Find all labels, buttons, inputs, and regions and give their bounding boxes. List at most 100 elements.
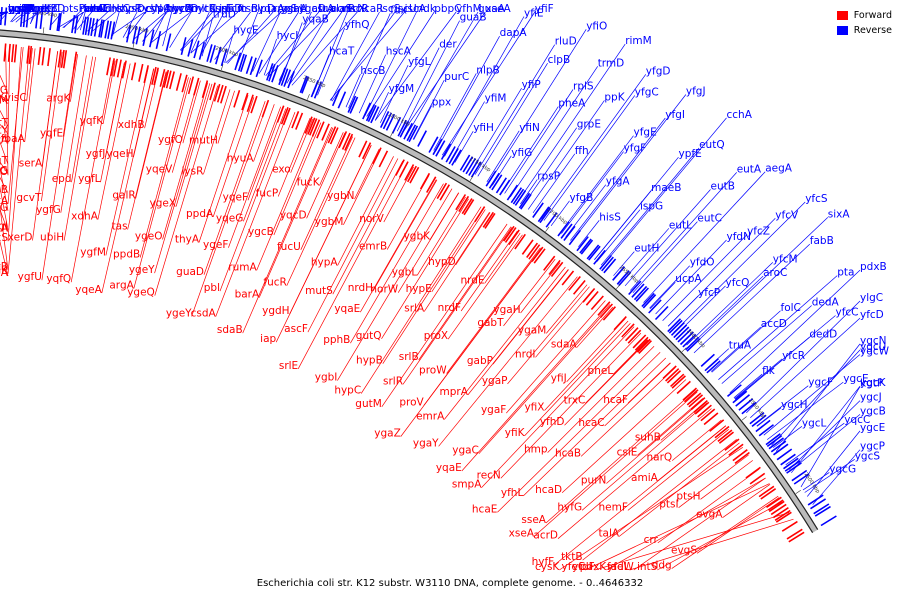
forward-gene-label[interactable]: visC [5,92,27,104]
forward-gene-label[interactable]: yfiX [524,402,544,414]
forward-gene-label[interactable]: yqgA [0,267,9,279]
reverse-gene-label[interactable]: rimM [625,35,652,47]
reverse-gene-label[interactable]: mltA [80,3,105,15]
forward-gene-label[interactable]: yfeC [561,561,585,573]
reverse-gene-label[interactable]: ispD [219,3,242,15]
reverse-gene-label[interactable]: yfcM [773,253,798,265]
reverse-gene-label[interactable]: hycB [166,3,192,15]
forward-gene-label[interactable]: ygdH [262,305,289,317]
reverse-gene-label[interactable]: yfiP [522,79,541,91]
reverse-gene-label[interactable]: nudH [92,3,120,15]
reverse-gene-label[interactable]: truD [213,9,236,21]
forward-gene-label[interactable]: fadL [607,561,630,573]
legend-reverse[interactable]: Reverse [836,23,892,38]
reverse-gene-label[interactable]: ygfT [8,3,32,15]
forward-gene-label[interactable]: hcaE [472,503,498,515]
reverse-gene-label[interactable]: ygfA [8,3,33,15]
reverse-gene-label[interactable]: yfcV [775,209,799,221]
forward-gene-label[interactable]: mutY [0,125,9,137]
reverse-gene-label[interactable]: trmD [598,57,625,69]
forward-gene-label[interactable]: ygeQ [127,287,155,299]
forward-gene-label[interactable]: narQ [647,452,673,464]
reverse-gene-label[interactable]: ygcJ [860,392,882,404]
forward-gene-label[interactable]: epd [52,173,72,185]
reverse-gene-label[interactable]: yfgC [635,86,659,98]
forward-gene-label[interactable]: yqaE [334,303,360,315]
forward-gene-label[interactable]: cysK [535,561,560,573]
forward-gene-label[interactable]: pheL [588,365,614,377]
reverse-gene-label[interactable]: ppx [432,97,452,109]
forward-gene-label[interactable]: yqaE [436,462,462,474]
forward-gene-label[interactable]: serA [19,157,43,169]
reverse-gene-label[interactable]: hycG [166,3,193,15]
forward-gene-label[interactable]: ygaC [452,445,479,457]
forward-gene-label[interactable]: yliK [0,265,9,277]
forward-gene-label[interactable]: yfhD [540,416,565,428]
forward-gene-label[interactable]: guaD [176,266,204,278]
reverse-gene-label[interactable]: ygcH [781,399,808,411]
reverse-gene-label[interactable]: yfcS [805,193,828,205]
forward-gene-label[interactable]: exo [272,164,291,176]
forward-gene-label[interactable]: trxC [564,394,586,406]
reverse-gene-label[interactable]: pbpC [434,3,461,15]
forward-gene-label[interactable]: hemF [599,501,628,513]
forward-gene-label[interactable]: srlB [399,351,419,363]
forward-gene-label[interactable]: yggT [0,155,9,167]
reverse-gene-label[interactable]: yfcP [698,287,720,299]
reverse-gene-label[interactable]: araE [85,3,109,15]
forward-gene-label[interactable]: ygbN [327,190,354,202]
forward-gene-label[interactable]: ygeX [150,198,177,210]
reverse-gene-label[interactable]: alaS [330,3,353,15]
forward-gene-label[interactable]: gutQ [356,330,382,342]
forward-gene-label[interactable]: evgA [696,509,723,521]
forward-gene-label[interactable]: gutM [355,398,382,410]
forward-gene-label[interactable]: ygbM [315,216,344,228]
forward-gene-label[interactable]: intS [637,561,658,573]
reverse-gene-label[interactable]: gcvP [8,3,33,15]
forward-gene-label[interactable]: nupG [0,202,8,214]
forward-gene-label[interactable]: ygaY [413,437,439,449]
forward-gene-label[interactable]: nrdI [515,348,536,360]
forward-gene-label[interactable]: ygeO [135,231,163,243]
reverse-gene-label[interactable]: hcaT [329,46,355,58]
reverse-gene-label[interactable]: hycC [191,3,217,15]
reverse-gene-label[interactable]: ygeN [8,3,35,15]
reverse-gene-label[interactable]: yqcA [8,3,35,15]
forward-gene-label[interactable]: fucP [256,188,278,200]
forward-gene-label[interactable]: nrdH [348,282,373,294]
reverse-gene-label[interactable]: yfgL [408,56,431,68]
reverse-gene-label[interactable]: eutH [634,243,659,255]
reverse-gene-label[interactable]: fabB [810,235,834,247]
forward-gene-label[interactable]: ygcB [248,226,274,238]
forward-gene-label[interactable]: ygeY [166,307,192,319]
reverse-gene-label[interactable]: ndk [417,3,437,15]
reverse-gene-label[interactable]: iscS [380,3,401,15]
forward-gene-label[interactable]: xseA [509,528,535,540]
forward-gene-label[interactable]: sdaB [217,324,243,336]
reverse-gene-label[interactable]: yfhM [456,3,482,15]
reverse-gene-label[interactable]: iscR [347,3,368,15]
forward-gene-label[interactable]: gabP [467,355,493,367]
forward-gene-label[interactable]: tktA [0,195,9,207]
reverse-gene-label[interactable]: dedA [812,297,840,309]
reverse-gene-label[interactable]: dapA [500,27,528,39]
forward-gene-label[interactable]: rumA [228,261,257,273]
reverse-gene-label[interactable]: ygdK [25,3,53,15]
reverse-gene-label[interactable]: ygaU [280,3,307,15]
reverse-gene-label[interactable]: csrA [312,3,336,15]
reverse-gene-label[interactable]: hycD [172,3,199,15]
forward-gene-label[interactable]: yggG [0,165,8,177]
forward-gene-label[interactable]: amiA [631,472,659,484]
reverse-gene-label[interactable]: dedD [809,328,837,340]
reverse-gene-label[interactable]: hycI [277,30,299,42]
reverse-gene-label[interactable]: yfiE [524,8,543,20]
forward-gene-label[interactable]: hyfF [532,556,555,568]
reverse-gene-label[interactable]: yqaB [302,13,329,25]
reverse-gene-label[interactable]: pheA [558,98,586,110]
forward-gene-label[interactable]: barA [235,289,260,301]
reverse-gene-label[interactable]: ypfE [679,148,702,160]
forward-gene-label[interactable]: pphB [323,334,350,346]
reverse-gene-label[interactable]: grpE [577,119,601,131]
reverse-gene-label[interactable]: yfiN [519,122,540,134]
